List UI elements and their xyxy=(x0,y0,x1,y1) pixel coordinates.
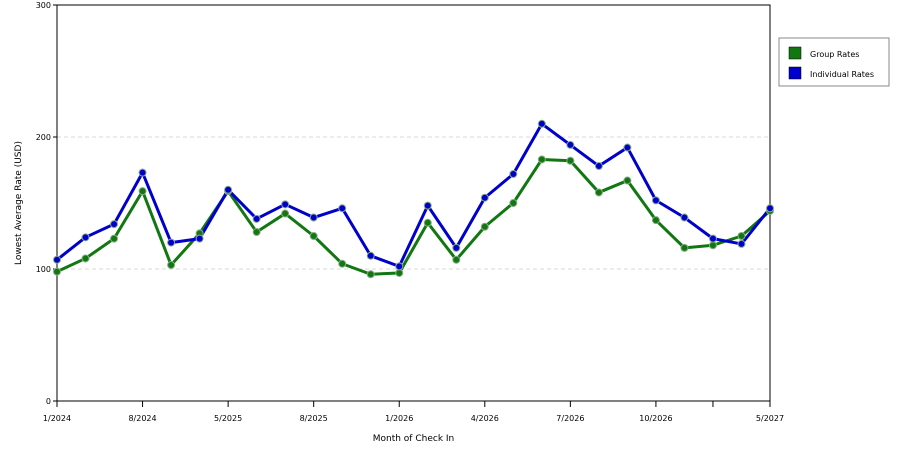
data-point xyxy=(167,238,176,247)
y-tick-label: 0 xyxy=(46,397,51,406)
y-axis-label: Lowest Average Rate (USD) xyxy=(14,141,24,265)
x-tick-label: 7/2026 xyxy=(556,414,584,423)
y-tick-label: 300 xyxy=(36,1,51,10)
x-tick-label: 8/2025 xyxy=(300,414,328,423)
data-point xyxy=(537,119,546,128)
data-point xyxy=(594,188,603,197)
data-point xyxy=(680,213,689,222)
data-point xyxy=(480,222,489,231)
x-tick-label: 1/2026 xyxy=(385,414,413,423)
data-point xyxy=(737,239,746,248)
y-axis: 0 100 200 300 xyxy=(36,1,57,406)
y-tick-label: 100 xyxy=(36,265,51,274)
data-point xyxy=(309,232,318,240)
x-tick-label: 1/2024 xyxy=(43,414,71,423)
data-point xyxy=(366,270,375,279)
legend-label: Individual Rates xyxy=(810,70,874,79)
x-tick-label: 8/2024 xyxy=(128,414,156,423)
data-point xyxy=(708,234,717,243)
data-point xyxy=(81,254,90,263)
data-point xyxy=(737,232,746,240)
data-point xyxy=(480,193,489,202)
data-point xyxy=(395,262,404,271)
x-axis-label: Month of Check In xyxy=(373,434,455,444)
data-point xyxy=(566,156,575,165)
data-point xyxy=(566,140,575,149)
series-group xyxy=(53,119,774,279)
data-point xyxy=(252,228,261,237)
legend-swatch xyxy=(788,66,802,80)
data-point xyxy=(252,214,261,223)
data-point xyxy=(395,268,404,277)
x-tick-label: 5/2025 xyxy=(214,414,242,423)
data-point xyxy=(509,199,518,207)
legend-label: Group Rates xyxy=(810,50,859,59)
data-point xyxy=(224,185,233,194)
data-point xyxy=(338,259,347,268)
series-line-0 xyxy=(56,157,771,276)
data-point xyxy=(110,234,119,243)
plot-area xyxy=(56,4,771,402)
data-point xyxy=(423,201,432,210)
data-point xyxy=(110,220,119,229)
data-point xyxy=(452,255,461,264)
data-point xyxy=(509,169,518,178)
data-point xyxy=(708,241,717,250)
data-point xyxy=(680,243,689,252)
data-point xyxy=(53,255,61,264)
legend-swatch xyxy=(788,46,802,60)
data-point xyxy=(594,162,603,171)
data-point xyxy=(651,216,660,225)
data-point xyxy=(651,196,660,205)
data-point xyxy=(138,187,147,196)
data-point xyxy=(623,143,632,152)
data-point xyxy=(452,243,461,252)
data-point xyxy=(309,213,318,222)
data-point xyxy=(281,209,290,218)
x-tick-label: 5/2027 xyxy=(756,414,784,423)
data-point xyxy=(53,267,61,276)
data-point xyxy=(167,261,176,270)
data-point xyxy=(195,234,204,243)
x-axis: 1/2024 8/2024 5/2025 8/2025 1/2026 4/2026 7/20… xyxy=(43,401,784,423)
legend: Group Rates Individual Rates xyxy=(778,37,890,87)
data-point xyxy=(537,155,546,164)
data-point xyxy=(281,200,290,209)
data-point xyxy=(138,168,147,177)
data-point xyxy=(423,218,432,227)
series-line-1 xyxy=(56,122,772,268)
y-tick-label: 200 xyxy=(36,133,51,142)
x-tick-label: 10/2026 xyxy=(639,414,672,423)
data-point xyxy=(766,204,774,213)
data-point xyxy=(338,204,347,213)
data-point xyxy=(366,251,375,260)
x-tick-label: 4/2026 xyxy=(471,414,499,423)
data-point xyxy=(81,233,90,242)
data-point xyxy=(623,176,632,185)
